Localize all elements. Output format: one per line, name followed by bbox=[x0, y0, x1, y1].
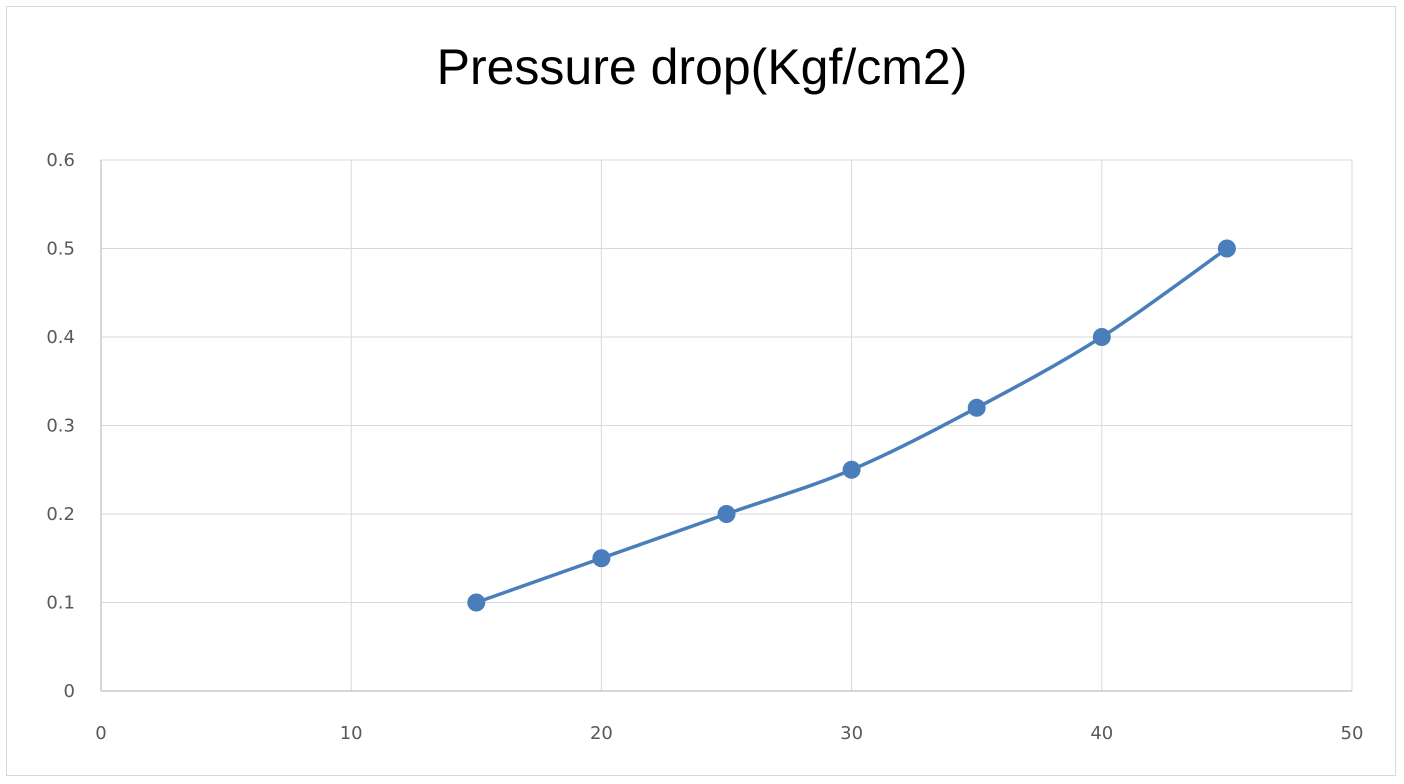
x-tick-label: 0 bbox=[95, 723, 106, 744]
data-point bbox=[967, 398, 986, 417]
tick-labels: 0 0.1 0.2 0.3 0.4 0.5 0.6 0 10 20 30 40 50 bbox=[46, 150, 1363, 744]
y-tick-label: 0.1 bbox=[46, 593, 75, 614]
y-tick-label: 0.4 bbox=[46, 327, 75, 348]
data-point bbox=[467, 593, 486, 612]
x-tick-label: 30 bbox=[840, 723, 863, 744]
data-point bbox=[717, 505, 736, 523]
x-tick-label: 40 bbox=[1090, 723, 1113, 744]
data-point bbox=[1092, 328, 1111, 346]
x-tick-label: 10 bbox=[340, 723, 363, 744]
y-tick-label: 0.6 bbox=[46, 150, 75, 171]
x-tick-label: 20 bbox=[590, 723, 613, 744]
chart-title: Pressure drop(Kgf/cm2) bbox=[436, 39, 968, 95]
y-tick-label: 0 bbox=[64, 681, 75, 702]
y-tick-label: 0.2 bbox=[46, 504, 75, 525]
data-point bbox=[842, 460, 861, 479]
y-tick-label: 0.5 bbox=[46, 239, 75, 260]
data-series bbox=[467, 239, 1236, 612]
y-tick-label: 0.3 bbox=[46, 416, 75, 437]
x-tick-label: 50 bbox=[1341, 723, 1364, 744]
data-point bbox=[1217, 239, 1236, 258]
grid-lines bbox=[101, 159, 1353, 691]
data-point bbox=[592, 549, 611, 568]
axes bbox=[100, 160, 1352, 692]
chart-frame bbox=[6, 6, 1396, 776]
